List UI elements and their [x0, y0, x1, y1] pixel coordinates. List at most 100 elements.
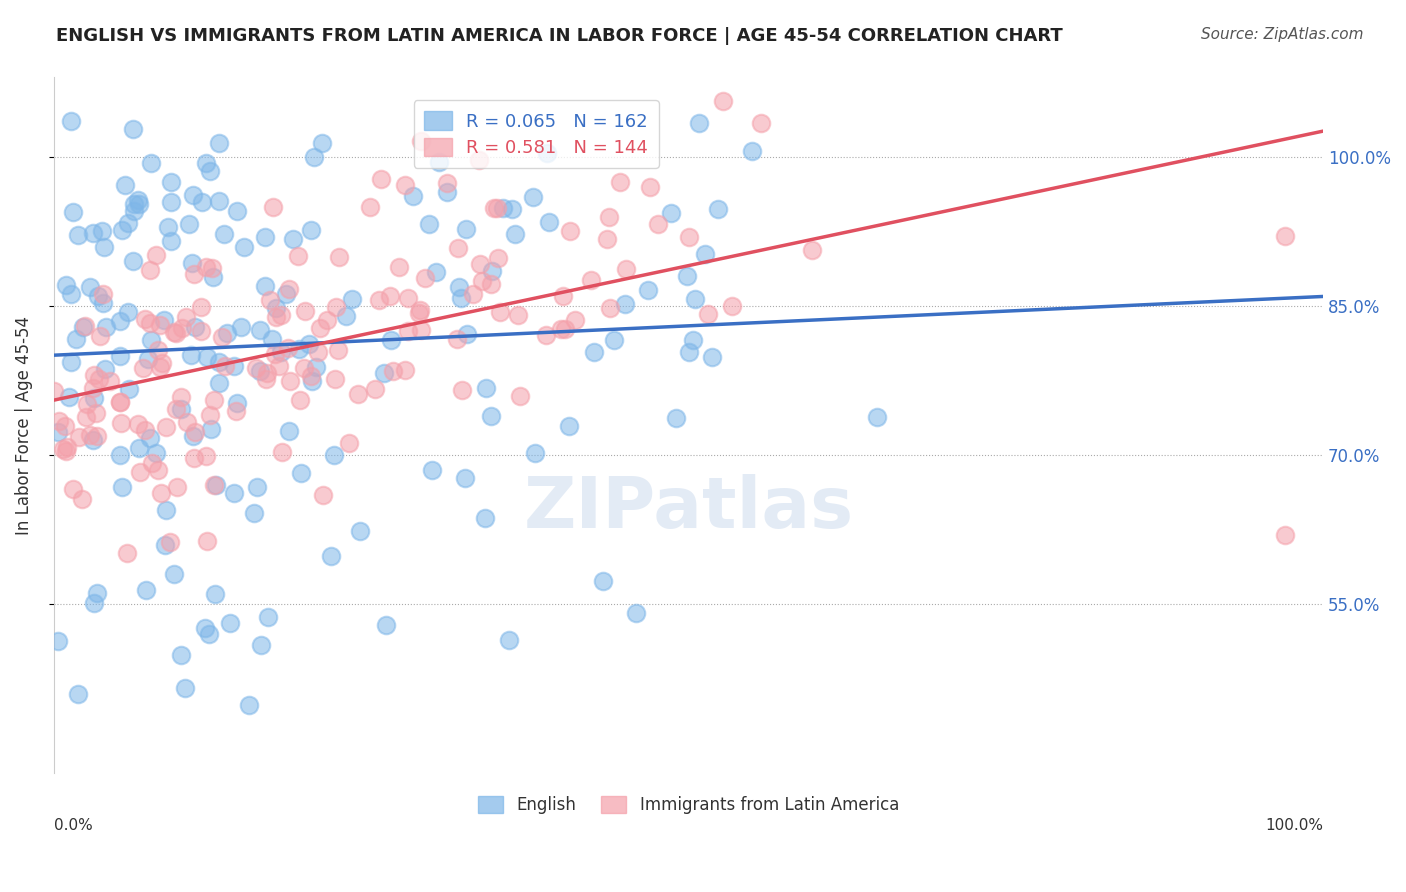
Point: [364, 382, 387, 396]
Point: [290, 392, 312, 407]
Point: [582, 345, 605, 359]
Point: [866, 410, 889, 425]
Point: [675, 268, 697, 283]
Point: [381, 364, 404, 378]
Point: [44, 384, 66, 399]
Point: [328, 250, 350, 264]
Point: [311, 136, 333, 150]
Point: [202, 478, 225, 492]
Point: [165, 326, 187, 340]
Point: [159, 534, 181, 549]
Point: [170, 402, 193, 417]
Point: [183, 451, 205, 466]
Point: [262, 200, 284, 214]
Point: [486, 201, 509, 215]
Point: [394, 362, 416, 376]
Point: [62, 205, 84, 219]
Point: [127, 193, 149, 207]
Point: [114, 178, 136, 192]
Point: [603, 333, 626, 347]
Point: [598, 210, 620, 224]
Point: [592, 574, 614, 588]
Point: [471, 274, 494, 288]
Point: [183, 268, 205, 282]
Point: [111, 222, 134, 236]
Point: [87, 289, 110, 303]
Point: [160, 234, 183, 248]
Point: [359, 200, 381, 214]
Point: [489, 305, 512, 319]
Point: [436, 185, 458, 199]
Point: [290, 466, 312, 480]
Point: [190, 300, 212, 314]
Point: [122, 196, 145, 211]
Point: [121, 122, 143, 136]
Point: [312, 488, 335, 502]
Point: [277, 282, 299, 296]
Point: [91, 224, 114, 238]
Point: [700, 351, 723, 365]
Point: [287, 249, 309, 263]
Point: [297, 336, 319, 351]
Point: [184, 319, 207, 334]
Point: [59, 355, 82, 369]
Point: [599, 301, 621, 315]
Point: [288, 342, 311, 356]
Point: [52, 442, 75, 457]
Point: [481, 263, 503, 277]
Point: [55, 278, 77, 293]
Point: [368, 293, 391, 307]
Point: [506, 308, 529, 322]
Point: [149, 485, 172, 500]
Point: [299, 223, 322, 237]
Point: [394, 178, 416, 192]
Point: [208, 376, 231, 391]
Point: [396, 291, 419, 305]
Point: [214, 359, 236, 373]
Point: [170, 648, 193, 663]
Point: [145, 446, 167, 460]
Point: [83, 597, 105, 611]
Point: [157, 220, 180, 235]
Point: [720, 300, 742, 314]
Point: [141, 456, 163, 470]
Point: [211, 330, 233, 344]
Point: [264, 347, 287, 361]
Point: [711, 95, 734, 109]
Point: [93, 239, 115, 253]
Point: [155, 503, 177, 517]
Point: [665, 410, 688, 425]
Point: [292, 361, 315, 376]
Point: [174, 310, 197, 324]
Point: [96, 320, 118, 334]
Point: [380, 289, 402, 303]
Point: [83, 391, 105, 405]
Point: [316, 313, 339, 327]
Point: [461, 287, 484, 301]
Point: [346, 386, 368, 401]
Point: [342, 292, 364, 306]
Point: [79, 428, 101, 442]
Point: [117, 216, 139, 230]
Point: [127, 417, 149, 432]
Point: [201, 260, 224, 275]
Point: [86, 429, 108, 443]
Point: [108, 394, 131, 409]
Point: [148, 343, 170, 357]
Point: [269, 29, 291, 43]
Legend: R = 0.065   N = 162, R = 0.581   N = 144: R = 0.065 N = 162, R = 0.581 N = 144: [413, 101, 658, 168]
Point: [139, 316, 162, 330]
Point: [409, 134, 432, 148]
Point: [91, 286, 114, 301]
Point: [66, 687, 89, 701]
Point: [427, 154, 450, 169]
Point: [224, 486, 246, 500]
Point: [139, 156, 162, 170]
Point: [136, 351, 159, 366]
Point: [190, 324, 212, 338]
Point: [294, 304, 316, 318]
Point: [349, 524, 371, 538]
Point: [165, 402, 187, 417]
Point: [86, 406, 108, 420]
Point: [67, 430, 90, 444]
